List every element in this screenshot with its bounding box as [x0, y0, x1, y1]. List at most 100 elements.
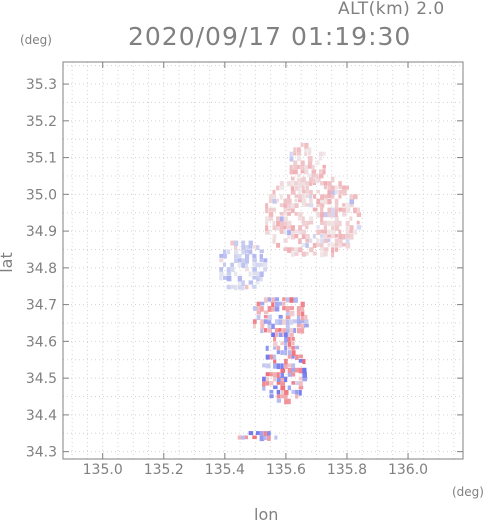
data-cell [245, 267, 249, 272]
data-cell [327, 212, 332, 218]
data-cell [342, 212, 347, 217]
data-cell [338, 189, 343, 194]
data-cell [309, 216, 314, 221]
data-cell [271, 332, 276, 337]
data-cell [263, 310, 269, 315]
x-tick-label: 135.4 [205, 462, 245, 478]
data-cell [272, 198, 277, 204]
data-cell [307, 173, 312, 178]
data-cell [294, 181, 298, 186]
data-cell [342, 185, 347, 190]
data-cell [289, 306, 294, 310]
data-cell [305, 194, 309, 199]
data-cell [284, 337, 289, 343]
data-cell [331, 234, 336, 238]
data-cell [274, 332, 278, 337]
data-cell [298, 198, 302, 203]
data-cell [301, 251, 306, 257]
data-cell [285, 319, 290, 325]
data-cell [298, 212, 303, 217]
data-cell [252, 275, 257, 280]
data-cell [245, 249, 250, 254]
data-cell [302, 367, 307, 374]
data-cell [276, 345, 281, 351]
data-cell [298, 229, 303, 235]
data-cell [320, 181, 324, 186]
data-cell [334, 225, 340, 231]
data-cell [338, 242, 343, 248]
data-cell [256, 275, 260, 282]
data-cell [304, 323, 309, 328]
data-cell [237, 253, 242, 259]
y-tick-label: 34.7 [26, 298, 57, 314]
data-cell [318, 151, 323, 157]
data-cell [280, 376, 285, 381]
y-tick-label: 34.5 [26, 371, 57, 387]
data-cell [226, 271, 232, 276]
data-cell [279, 194, 283, 200]
data-cell [301, 229, 307, 235]
data-cell [289, 328, 294, 333]
data-cell [273, 345, 277, 350]
data-cell [323, 220, 328, 225]
data-cell [268, 194, 273, 199]
data-cell [296, 178, 301, 183]
data-cell [331, 220, 336, 227]
data-cell [309, 198, 313, 204]
data-cell [349, 225, 354, 231]
data-cell [293, 160, 298, 165]
data-cell [284, 376, 288, 382]
data-cell [293, 328, 297, 333]
data-cell [349, 229, 353, 234]
data-cell [276, 198, 280, 203]
data-cell [312, 194, 317, 199]
data-cell [291, 363, 296, 368]
data-cell [282, 306, 286, 311]
data-cell [300, 301, 305, 308]
data-cell [273, 376, 277, 382]
data-cell [334, 220, 340, 226]
data-cell [298, 389, 302, 396]
data-cell [334, 247, 339, 252]
data-cell [265, 225, 269, 231]
data-cell [265, 372, 270, 377]
data-cell [331, 189, 335, 195]
data-cell [279, 216, 284, 222]
data-cell [262, 376, 267, 382]
data-cell [287, 220, 292, 226]
data-cell [334, 212, 338, 217]
data-cell [311, 178, 316, 184]
data-cell [265, 207, 269, 214]
data-cell [320, 247, 324, 252]
timestamp-title: 2020/09/17 01:19:30 [128, 22, 412, 51]
data-cell [345, 234, 350, 239]
data-cell [248, 431, 254, 436]
data-cell [294, 251, 299, 256]
data-cell [260, 328, 264, 334]
data-cell [295, 367, 300, 373]
data-cell [309, 194, 312, 199]
data-cell [320, 198, 325, 204]
data-cell [334, 198, 339, 204]
data-cell [295, 394, 299, 399]
data-cell [245, 258, 249, 264]
data-cell [256, 431, 260, 435]
data-cell [274, 306, 280, 312]
data-cell [259, 431, 264, 437]
data-cell [283, 207, 287, 213]
data-cell [298, 367, 303, 374]
data-cell [323, 198, 329, 205]
data-cell [263, 267, 268, 272]
data-cell [272, 194, 276, 199]
data-cell [248, 271, 252, 277]
data-cell [259, 271, 264, 277]
data-cell [311, 173, 317, 178]
data-cell [282, 301, 286, 306]
data-cell [296, 323, 301, 328]
data-cell [234, 253, 239, 258]
data-cell [312, 234, 316, 239]
data-cell [302, 376, 308, 382]
altitude-label: ALT(km) 2.0 [338, 0, 445, 19]
data-cell [241, 435, 245, 440]
data-cell [300, 169, 306, 174]
